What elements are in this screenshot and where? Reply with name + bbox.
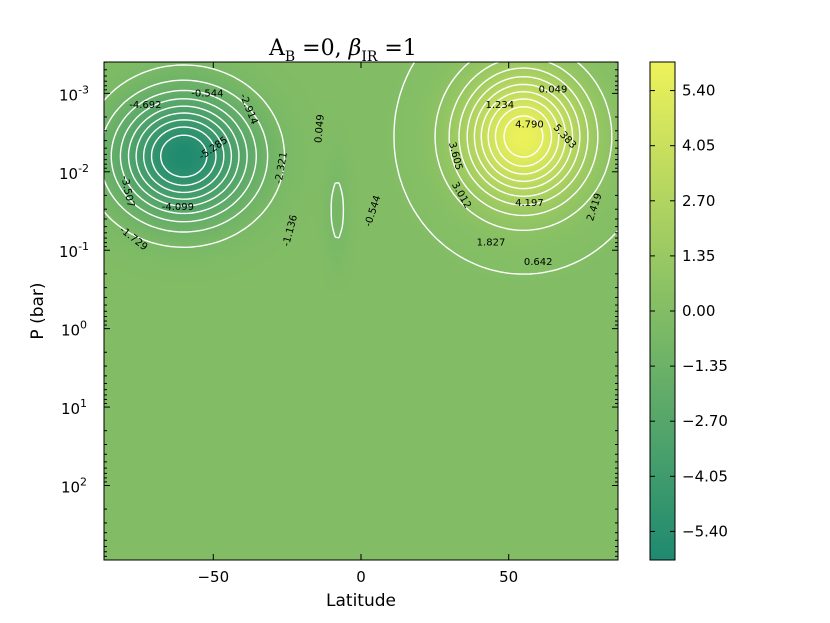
colorbar-ticks: 5.40 4.05 2.70 1.35 0.00 −1.35 −2.70 −4.05 −5.40 — [650, 82, 728, 540]
contour-label: -4.692 — [129, 100, 161, 111]
plot-area: -0.544-4.692 -2.9140.049-5.285-2.321-3.50… — [103, 61, 619, 561]
colorbar-tick-label: 2.70 — [682, 192, 715, 210]
chart-title: AB =0, βIR =1 — [268, 36, 417, 65]
y-axis: 10-3 10-2 10-1 100 101 102 — [59, 61, 618, 557]
y-tick-label: 100 — [61, 319, 87, 340]
contour-label: 0.642 — [524, 257, 553, 268]
contour-lines — [104, 62, 618, 275]
y-tick-label: 101 — [61, 397, 87, 418]
x-axis: −50 0 50 — [197, 62, 518, 586]
heatmap — [104, 62, 618, 560]
x-tick-label: 50 — [499, 568, 518, 586]
colorbar-tick-label: 0.00 — [682, 302, 715, 320]
contour-line — [434, 62, 613, 231]
contour-line — [494, 106, 553, 167]
contour-label: 0.049 — [313, 114, 326, 143]
contour-label: 1.234 — [485, 100, 514, 111]
colorbar-tick-label: 1.35 — [682, 247, 715, 265]
x-tick-label: −50 — [197, 568, 229, 586]
contour-line — [127, 105, 240, 207]
contour-line — [466, 76, 581, 197]
contour-line — [393, 62, 618, 275]
x-tick-label: 0 — [356, 568, 366, 586]
contour-label: -0.544 — [191, 88, 223, 99]
y-tick-label: 10-1 — [59, 240, 89, 261]
colorbar-tick-label: −2.70 — [682, 412, 728, 430]
contour-line — [503, 115, 544, 158]
contour-label: 4.197 — [515, 198, 544, 209]
colorbar-tick-label: 4.05 — [682, 137, 715, 155]
x-axis-label: Latitude — [326, 591, 396, 611]
contour-line — [458, 67, 589, 206]
contour-line — [160, 134, 208, 178]
contour-label: 4.790 — [515, 120, 544, 131]
contour-line — [487, 98, 560, 175]
contour-line — [110, 89, 257, 223]
y-tick-label: 10-3 — [59, 83, 89, 104]
y-tick-label: 102 — [61, 475, 87, 496]
colorbar-tick-label: −5.40 — [682, 522, 728, 540]
contour-label: -4.099 — [162, 202, 194, 213]
contour-label: 0.049 — [539, 84, 568, 95]
contour-line — [473, 83, 574, 190]
colorbar-tick-label: −4.05 — [682, 467, 728, 485]
contour-line — [150, 126, 217, 186]
contour-line — [480, 91, 567, 182]
contour-label: 1.827 — [477, 237, 506, 248]
y-tick-label: 10-2 — [59, 162, 89, 183]
colorbar: 5.40 4.05 2.70 1.35 0.00 −1.35 −2.70 −4.05 −5.40 — [649, 61, 728, 561]
contour-line — [143, 119, 225, 194]
contour-line — [119, 98, 248, 215]
contour-line — [135, 112, 233, 200]
y-axis-label: P (bar) — [28, 282, 48, 339]
colorbar-tick-label: −1.35 — [682, 357, 728, 375]
contour-line — [104, 64, 345, 248]
contour-line — [448, 62, 599, 217]
colorbar-tick-label: 5.40 — [682, 82, 715, 100]
